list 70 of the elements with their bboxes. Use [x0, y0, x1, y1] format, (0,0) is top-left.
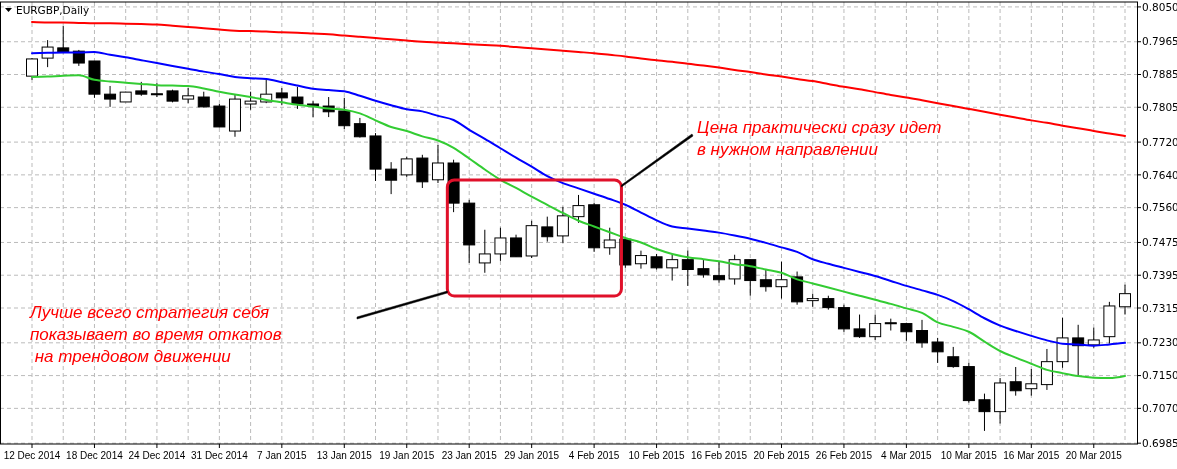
candlestick	[353, 117, 366, 139]
candlestick	[931, 337, 944, 364]
line-series	[31, 21, 1126, 137]
x-tick-label: 31 Dec 2014	[191, 450, 249, 461]
x-tick-label: 13 Jan 2015	[316, 450, 373, 461]
y-tick-label: 0.7395	[1142, 268, 1177, 281]
candlestick	[213, 103, 226, 128]
x-tick-label: 16 Feb 2015	[690, 450, 748, 461]
x-tick-label: 12 Dec 2014	[3, 450, 61, 461]
candlestick	[744, 259, 757, 297]
candlestick	[978, 393, 991, 432]
candlestick	[244, 91, 257, 111]
x-tick-label: 20 Mar 2015	[1065, 450, 1123, 461]
candlestick	[666, 254, 679, 282]
candlestick	[634, 250, 647, 270]
y-tick-label: 0.7965	[1142, 35, 1177, 48]
candlestick	[572, 194, 585, 224]
candlestick	[759, 269, 772, 293]
candlestick	[947, 346, 960, 369]
candlestick	[556, 206, 569, 244]
candlestick	[775, 261, 788, 300]
x-tick-label: 29 Jan 2015	[504, 450, 560, 461]
candlestick	[385, 161, 398, 195]
x-tick-label: 4 Mar 2015	[881, 450, 933, 461]
x-tick-label: 10 Feb 2015	[628, 450, 686, 461]
x-tick-label: 24 Dec 2014	[128, 450, 186, 461]
annotation: Цена практически сразу идет в нужном направлении	[697, 118, 942, 159]
candlestick	[837, 304, 850, 333]
candlestick	[1025, 368, 1038, 397]
y-tick-label: 0.7475	[1142, 236, 1177, 249]
x-tick-label: 26 Feb 2015	[815, 450, 873, 461]
candlestick	[338, 97, 351, 130]
x-tick-label: 20 Feb 2015	[753, 450, 810, 461]
candlestick	[1056, 317, 1069, 369]
chart-title: EURGBP,Daily	[16, 4, 90, 16]
candlestick	[510, 234, 523, 258]
candlestick	[400, 156, 413, 178]
candlestick	[26, 57, 38, 81]
candlestick	[1009, 366, 1022, 397]
x-tick-label: 4 Feb 2015	[568, 450, 620, 461]
candlestick	[291, 86, 304, 110]
candlestick	[916, 319, 929, 349]
candlestick	[713, 261, 726, 284]
candlestick	[104, 85, 117, 108]
x-tick-label: 18 Dec 2014	[66, 450, 124, 461]
x-tick-label: 16 Mar 2015	[1003, 450, 1060, 461]
y-tick-label: 0.7315	[1142, 301, 1177, 314]
y-tick-label: 0.7885	[1142, 68, 1177, 81]
candlestick	[541, 216, 554, 243]
candlestick	[603, 227, 616, 256]
candlestick	[416, 154, 429, 189]
candlestick	[478, 229, 491, 274]
candlestick	[1119, 284, 1131, 316]
x-tick-label: 23 Jan 2015	[441, 450, 498, 461]
candlestick	[681, 250, 694, 287]
candlestick	[869, 314, 882, 341]
y-tick-label: 0.7805	[1142, 100, 1177, 113]
candlestick	[697, 259, 710, 279]
candlestick	[1087, 327, 1100, 349]
x-tick-label: 7 Jan 2015	[257, 450, 307, 461]
candlestick	[150, 82, 163, 98]
annotation: Лучше всего стратегия себя показывает во время откатов на трендовом движении	[29, 303, 282, 366]
candlestick	[494, 227, 507, 262]
x-tick-label: 19 Jan 2015	[379, 450, 435, 461]
candlestick	[1040, 348, 1053, 391]
candlestick	[853, 314, 866, 339]
y-tick-label: 0.6985	[1142, 436, 1177, 449]
x-tick-label: 10 Mar 2015	[940, 450, 998, 461]
candlestick	[431, 144, 444, 184]
candlestick	[182, 87, 195, 104]
